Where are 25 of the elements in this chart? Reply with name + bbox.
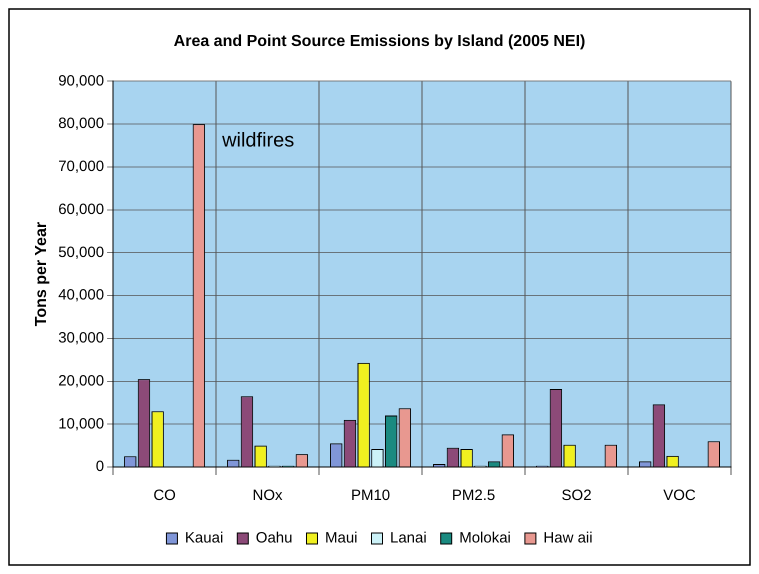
x-tick-label: SO2 xyxy=(562,487,592,504)
y-axis-title: Tons per Year xyxy=(33,222,50,326)
x-tick-label: VOC xyxy=(663,487,696,504)
y-tick-label: 60,000 xyxy=(58,200,104,218)
legend-label: Oahu xyxy=(256,530,292,547)
y-tick-label: 0 xyxy=(96,458,104,476)
y-tick-label: 20,000 xyxy=(58,372,104,390)
y-tick-label: 90,000 xyxy=(58,72,104,90)
x-tick-label: PM2.5 xyxy=(452,487,496,504)
x-tick-label: CO xyxy=(153,487,176,504)
y-tick-label: 40,000 xyxy=(58,286,104,304)
y-tick-label: 50,000 xyxy=(58,244,104,261)
x-tick-label: NOx xyxy=(252,487,284,504)
chart-title: Area and Point Source Emissions by Island (2005 NEI) xyxy=(174,33,586,50)
legend-label: Maui xyxy=(324,530,358,547)
y-tick-label: 10,000 xyxy=(58,415,104,432)
annotation: wildfires xyxy=(221,130,294,152)
legend-label: Lanai xyxy=(390,530,427,547)
y-tick-label: 30,000 xyxy=(58,330,104,347)
legend-label: Kauai xyxy=(184,530,224,547)
legend-label: Haw aii xyxy=(543,530,593,547)
legend-label: Molokai xyxy=(459,530,511,547)
y-tick-label: 70,000 xyxy=(58,158,104,176)
y-tick-label: 80,000 xyxy=(58,115,104,132)
x-tick-label: PM10 xyxy=(350,487,390,504)
